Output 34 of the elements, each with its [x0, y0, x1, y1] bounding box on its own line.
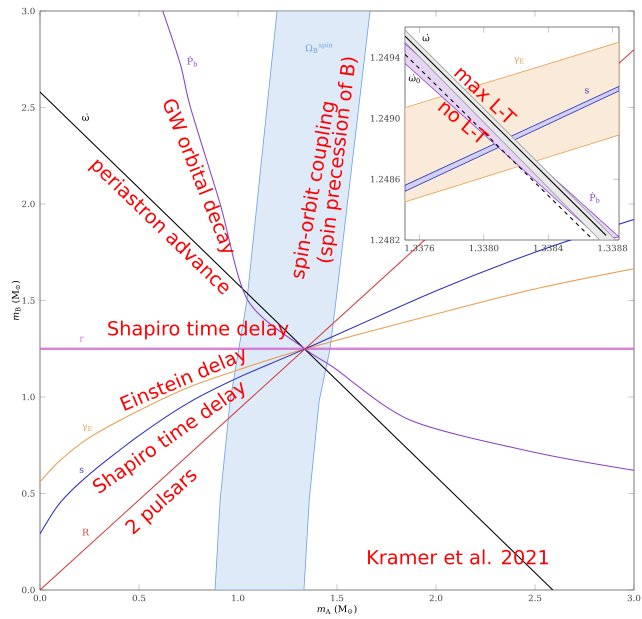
x-tick-label: 0.5 [132, 594, 146, 602]
series-label: r [80, 336, 84, 342]
series-label: ω̇$_{0}$ [408, 74, 420, 84]
x-tick-label: 0.0 [34, 594, 46, 602]
y-tick-label: 1.2490 [371, 115, 400, 122]
y-tick-label: 2.5 [22, 104, 35, 111]
annotation: no L-T [438, 102, 490, 143]
series-label: s [584, 88, 589, 94]
series-label: ω̇ [422, 34, 430, 42]
y-tick-label: 1.0 [22, 394, 35, 400]
y-tick-label: 3.0 [22, 8, 35, 14]
x-tick-label: 2.0 [430, 594, 442, 602]
x-tick-label: 1.3380 [470, 244, 498, 252]
series-label: s [80, 468, 84, 473]
series-label: R [82, 528, 90, 536]
y-tick-label: 0.0 [22, 586, 35, 594]
x-tick-label: 2.5 [528, 594, 542, 602]
series-label: ω̇ [82, 114, 89, 121]
x-tick-label: 3.0 [628, 594, 640, 602]
x-tick-label: 1.5 [331, 594, 344, 602]
series-label: Ṗ$_{b}$ [187, 56, 198, 66]
x-tick-label: 1.3388 [598, 244, 628, 252]
y-axis-title: m$_{B}$ (M$_{⊙}$) [12, 280, 20, 320]
series-label: γ$_{E}$ [514, 57, 524, 64]
y-tick-label: 1.2486 [371, 176, 400, 182]
x-tick-label: 1.0 [232, 594, 244, 602]
y-tick-label: 2.0 [22, 200, 35, 208]
y-tick-label: 0.5 [22, 490, 35, 497]
series-label: Ṗ$_{b}$ [590, 192, 600, 203]
x-axis-title: m$_{A}$ (M$_{⊙}$) [317, 605, 356, 614]
series-label: γ$_{E}$ [82, 424, 92, 432]
y-tick-label: 1.2482 [371, 236, 400, 244]
y-tick-label: 1.2494 [371, 54, 400, 61]
y-tick-label: 1.5 [22, 297, 35, 304]
